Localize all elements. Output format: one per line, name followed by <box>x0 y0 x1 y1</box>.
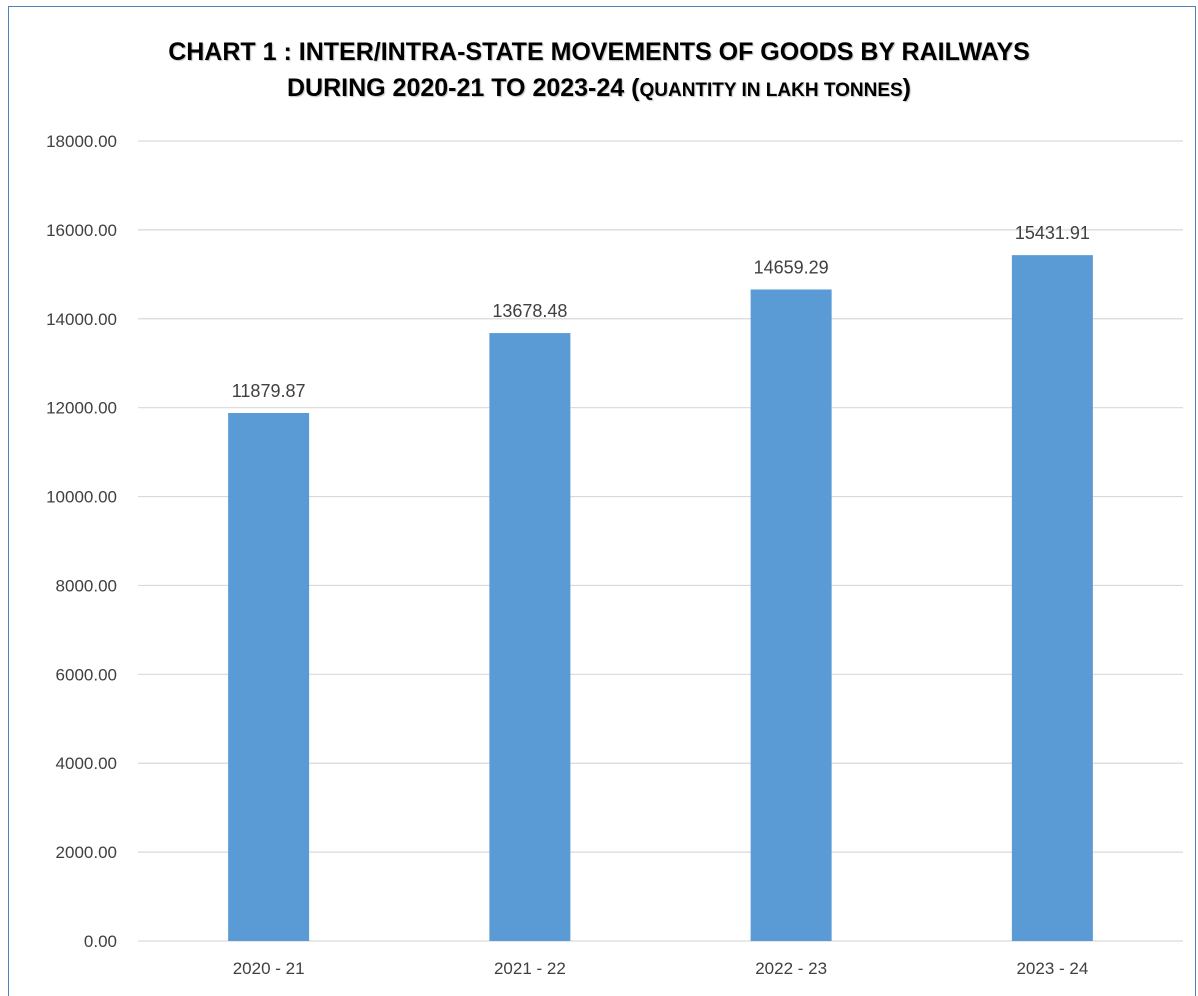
x-tick-label: 2021 - 22 <box>494 959 566 978</box>
y-tick-label: 12000.00 <box>46 399 117 418</box>
chart-title-line-2-main: DURING 2020-21 TO 2023-24 ( <box>286 74 640 102</box>
data-label: 14659.29 <box>754 257 829 277</box>
bar <box>489 333 571 941</box>
y-tick-label: 4000.00 <box>56 754 117 773</box>
chart-frame <box>8 6 1196 996</box>
y-axis-ticks: 0.00 2000.00 4000.00 6000.00 8000.00 10000.00… <box>46 132 117 951</box>
bars <box>228 255 1093 942</box>
y-tick-label: 16000.00 <box>46 221 117 240</box>
chart-title-line-2: DURING 2020-21 TO 2023-24 (QUANTITY IN L… <box>0 70 1198 109</box>
data-labels: 11879.87 13678.48 14659.29 15431.91 <box>232 223 1090 401</box>
y-tick-label: 8000.00 <box>56 576 117 595</box>
chart-title-unit: QUANTITY IN LAKH TONNES <box>639 80 903 101</box>
y-tick-label: 18000.00 <box>46 132 117 151</box>
y-tick-label: 6000.00 <box>56 665 117 684</box>
bar <box>750 289 832 941</box>
chart-title-line-2-end: ) <box>902 74 911 102</box>
x-tick-label: 2023 - 24 <box>1016 959 1088 978</box>
y-tick-label: 2000.00 <box>56 843 117 862</box>
chart-title: CHART 1 : INTER/INTRA-STATE MOVEMENTS OF… <box>0 34 1198 109</box>
y-tick-label: 0.00 <box>84 932 117 951</box>
data-label: 13678.48 <box>492 301 567 321</box>
y-tick-label: 14000.00 <box>46 310 117 329</box>
data-label: 15431.91 <box>1015 223 1090 243</box>
bar <box>228 413 310 942</box>
x-axis-ticks: 2020 - 21 2021 - 22 2022 - 23 2023 - 24 <box>233 959 1089 978</box>
x-tick-label: 2022 - 23 <box>755 959 827 978</box>
data-label: 11879.87 <box>232 381 306 401</box>
gridlines <box>138 140 1183 942</box>
bar <box>1011 255 1093 941</box>
y-tick-label: 10000.00 <box>46 488 117 507</box>
x-tick-label: 2020 - 21 <box>233 959 305 978</box>
chart-title-line-1: CHART 1 : INTER/INTRA-STATE MOVEMENTS OF… <box>168 38 1030 66</box>
